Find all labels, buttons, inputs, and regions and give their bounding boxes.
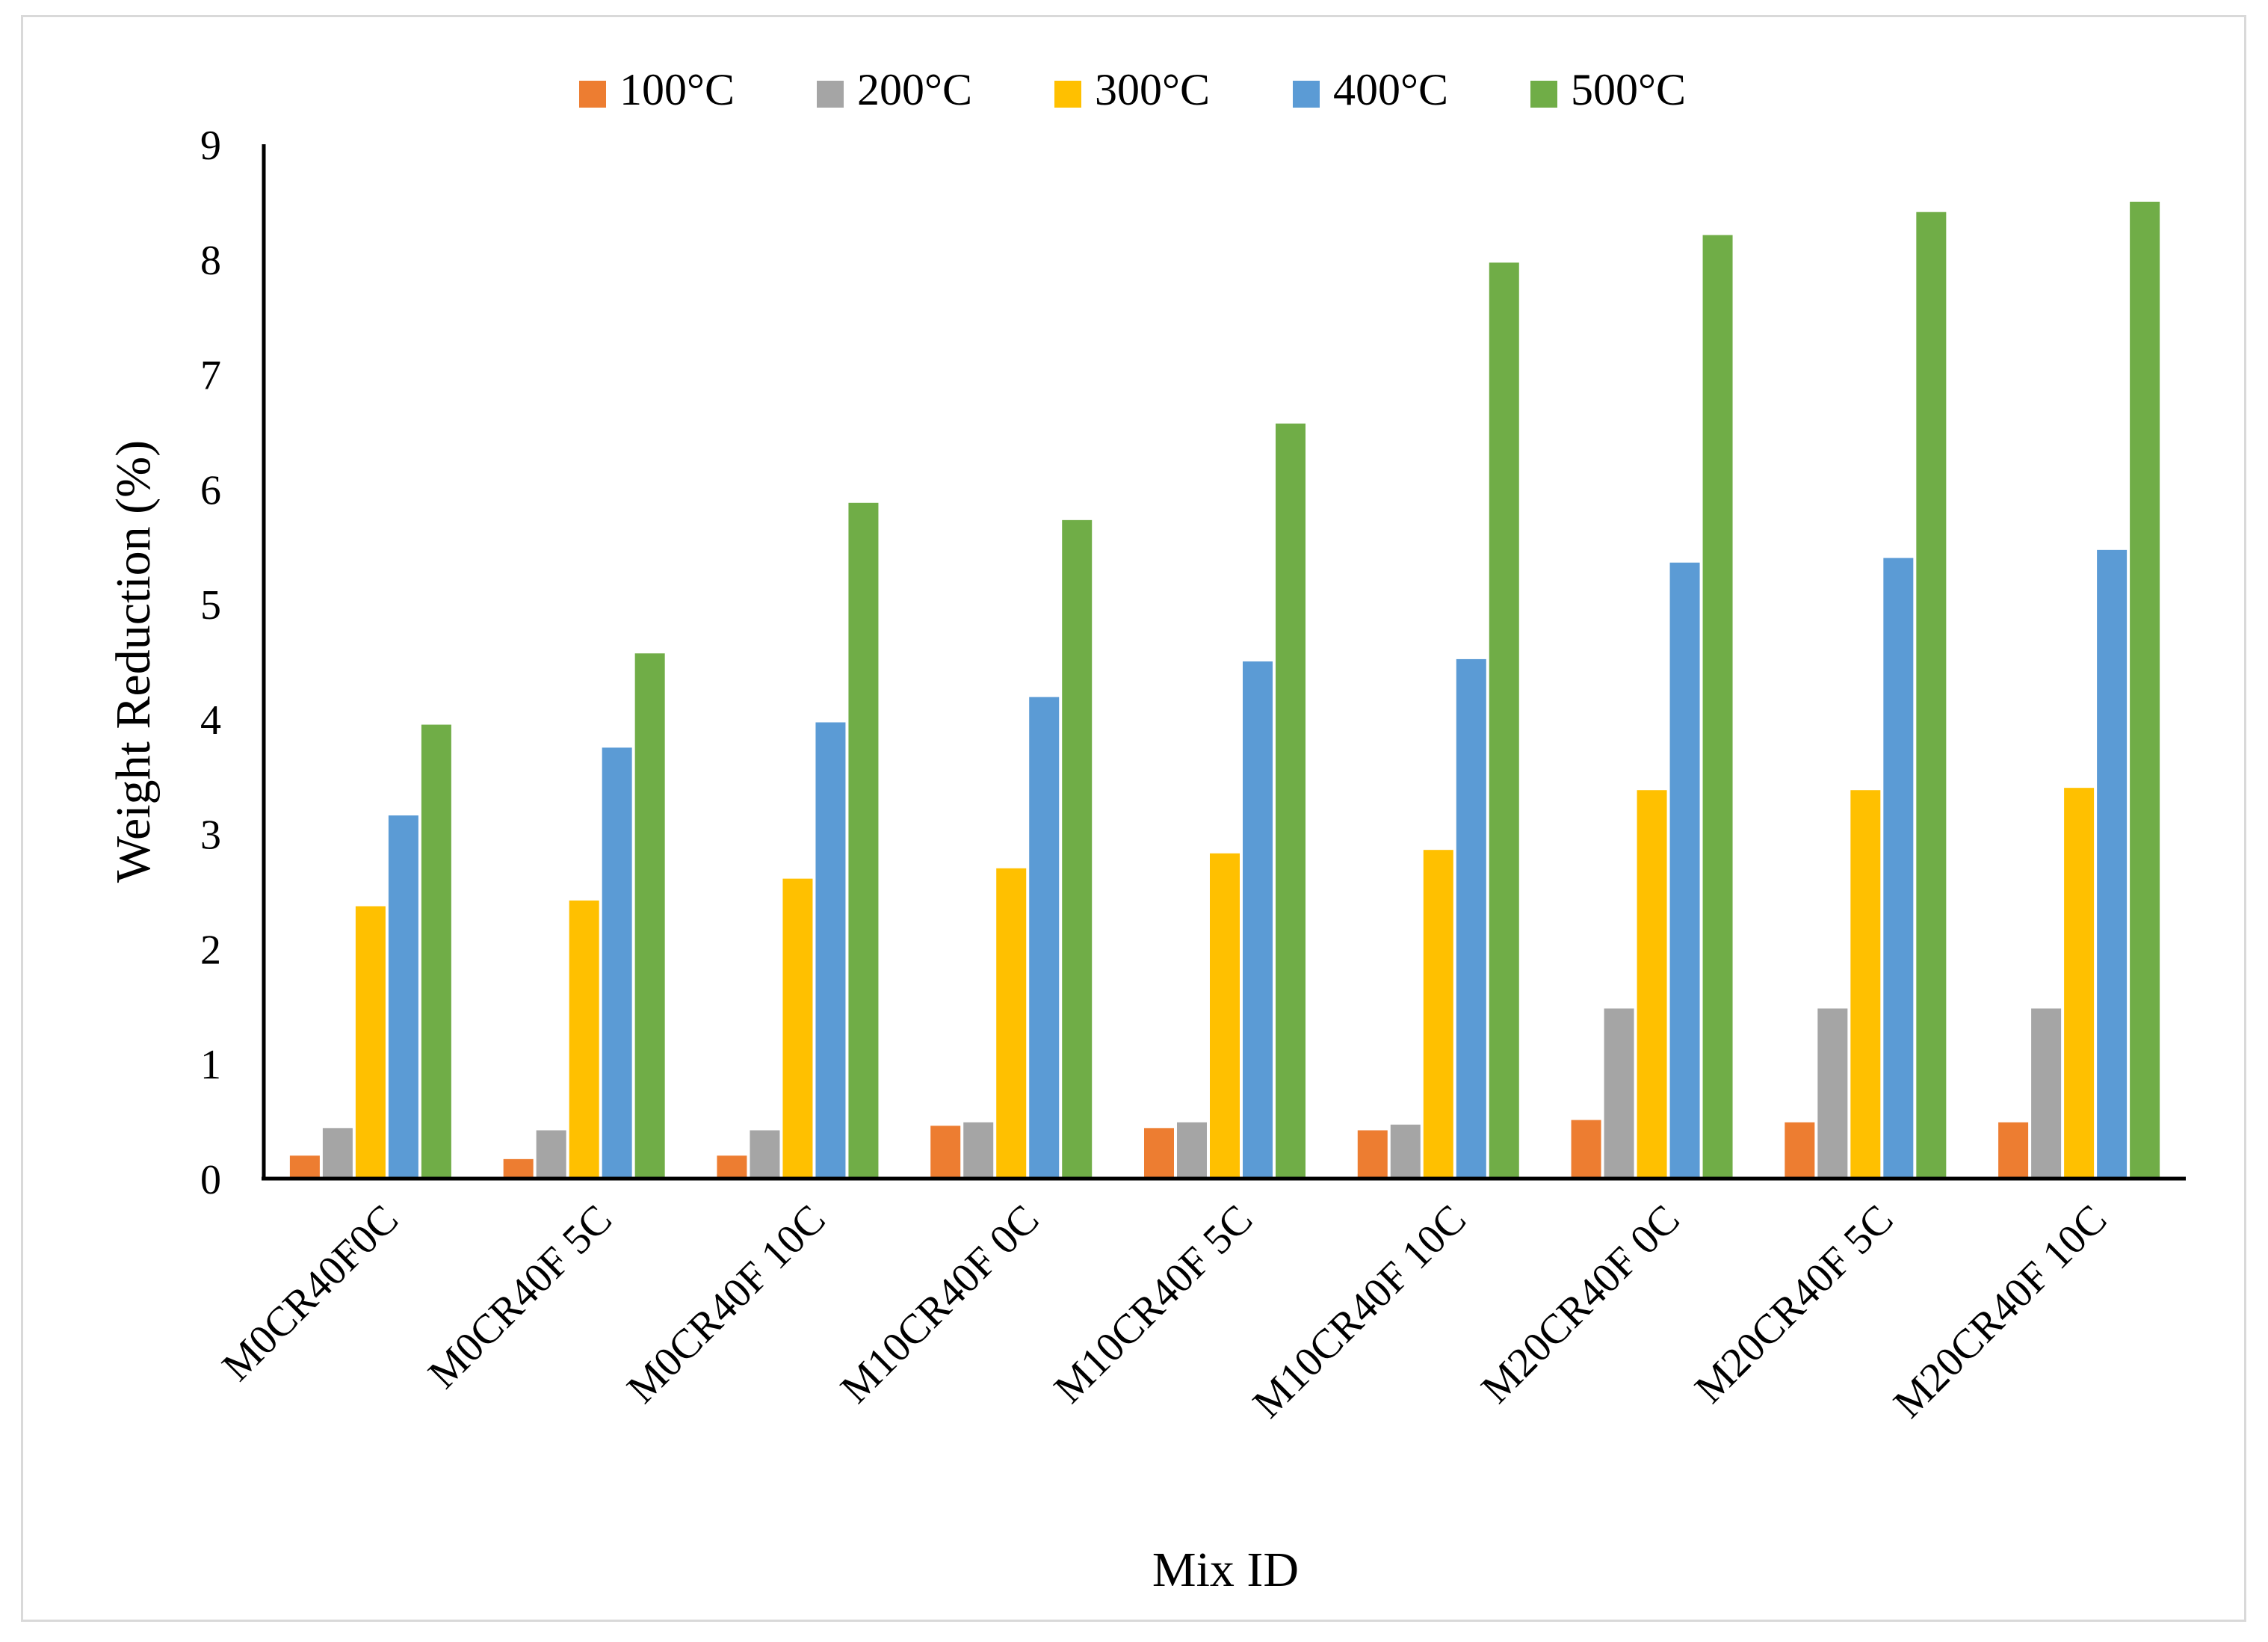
bar-300C-6	[1637, 790, 1667, 1179]
legend-swatch	[579, 81, 606, 108]
bar-100C-4	[1144, 1128, 1174, 1179]
bar-400C-7	[1883, 558, 1914, 1179]
x-tick-label: M0CR40F 5C	[419, 1196, 620, 1397]
bar-300C-1	[569, 900, 599, 1179]
bar-100C-1	[503, 1158, 534, 1179]
legend-label: 100°C	[619, 65, 735, 114]
legend-swatch	[817, 81, 844, 108]
y-tick-label: 7	[200, 353, 221, 399]
bar-500C-7	[1916, 212, 1947, 1179]
bar-400C-8	[2097, 549, 2128, 1179]
bar-100C-8	[1998, 1122, 2029, 1179]
bar-500C-0	[421, 724, 451, 1179]
x-axis-title: Mix ID	[1152, 1543, 1299, 1597]
x-tick-label: M0CR40F 10C	[618, 1196, 834, 1412]
x-tick-label: M10CR40F 5C	[1045, 1196, 1261, 1412]
legend-label: 500°C	[1571, 65, 1686, 114]
bar-300C-7	[1850, 790, 1881, 1179]
bar-400C-1	[602, 747, 632, 1179]
bar-500C-4	[1276, 423, 1306, 1179]
bar-300C-2	[782, 878, 813, 1179]
y-tick-label: 9	[200, 123, 221, 169]
bar-200C-3	[963, 1122, 994, 1179]
y-tick-label: 5	[200, 582, 221, 629]
legend-label: 400°C	[1333, 65, 1448, 114]
legend-label: 300°C	[1095, 65, 1210, 114]
bars-group	[289, 201, 2160, 1179]
bar-300C-5	[1423, 850, 1453, 1179]
bar-500C-3	[1062, 519, 1093, 1179]
bar-200C-7	[1817, 1008, 1848, 1179]
bar-500C-1	[634, 653, 665, 1179]
y-tick-label: 4	[200, 697, 221, 744]
bar-500C-8	[2130, 201, 2160, 1179]
y-tick-label: 8	[200, 238, 221, 284]
bar-500C-5	[1489, 262, 1519, 1179]
y-tick-label: 6	[200, 467, 221, 513]
x-tick-label: M20CR40F 0C	[1473, 1196, 1689, 1412]
bar-400C-0	[388, 815, 418, 1179]
bar-400C-2	[815, 722, 846, 1179]
bar-400C-5	[1456, 658, 1486, 1179]
x-tick-label: M10CR40F 10C	[1244, 1196, 1475, 1427]
bar-200C-4	[1177, 1122, 1207, 1179]
bar-500C-6	[1702, 235, 1733, 1179]
bar-100C-7	[1785, 1122, 1815, 1179]
y-axis-title: Weight Reduction (%)	[106, 440, 161, 883]
bar-300C-0	[355, 906, 386, 1179]
bar-100C-2	[717, 1155, 747, 1179]
bar-400C-3	[1029, 697, 1060, 1179]
bar-500C-2	[848, 502, 879, 1179]
bar-100C-0	[289, 1155, 320, 1179]
bar-400C-4	[1243, 661, 1273, 1179]
y-tick-labels: 0 1 2 3 4 5 6 7 8 9	[200, 123, 221, 1203]
bar-300C-4	[1210, 853, 1240, 1179]
legend-swatch	[1054, 81, 1081, 108]
bar-200C-0	[322, 1128, 353, 1179]
axes-group	[262, 144, 2186, 1181]
bar-100C-5	[1357, 1130, 1388, 1179]
bar-200C-2	[750, 1130, 780, 1179]
y-tick-label: 0	[200, 1157, 221, 1203]
bar-200C-5	[1390, 1124, 1421, 1179]
bar-300C-8	[2064, 788, 2095, 1179]
x-tick-label: M0CR40F0C	[214, 1196, 408, 1390]
legend-swatch	[1530, 81, 1557, 108]
legend: 100°C 200°C 300°C 400°C 500°C	[579, 65, 1686, 114]
bar-200C-8	[2031, 1008, 2062, 1179]
bar-100C-6	[1571, 1120, 1601, 1179]
x-tick-label: M20CR40F 10C	[1885, 1196, 2116, 1427]
y-tick-label: 3	[200, 812, 221, 859]
bar-300C-3	[996, 868, 1027, 1179]
x-tick-label: M10CR40F 0C	[832, 1196, 1048, 1412]
legend-label: 200°C	[857, 65, 972, 114]
bar-100C-3	[930, 1126, 961, 1179]
bar-200C-1	[536, 1130, 566, 1179]
bar-400C-6	[1669, 562, 1700, 1179]
x-tick-label: M20CR40F 5C	[1686, 1196, 1902, 1412]
y-tick-label: 2	[200, 927, 221, 973]
y-tick-label: 1	[200, 1042, 221, 1088]
legend-swatch	[1293, 81, 1320, 108]
bar-200C-6	[1604, 1008, 1634, 1179]
